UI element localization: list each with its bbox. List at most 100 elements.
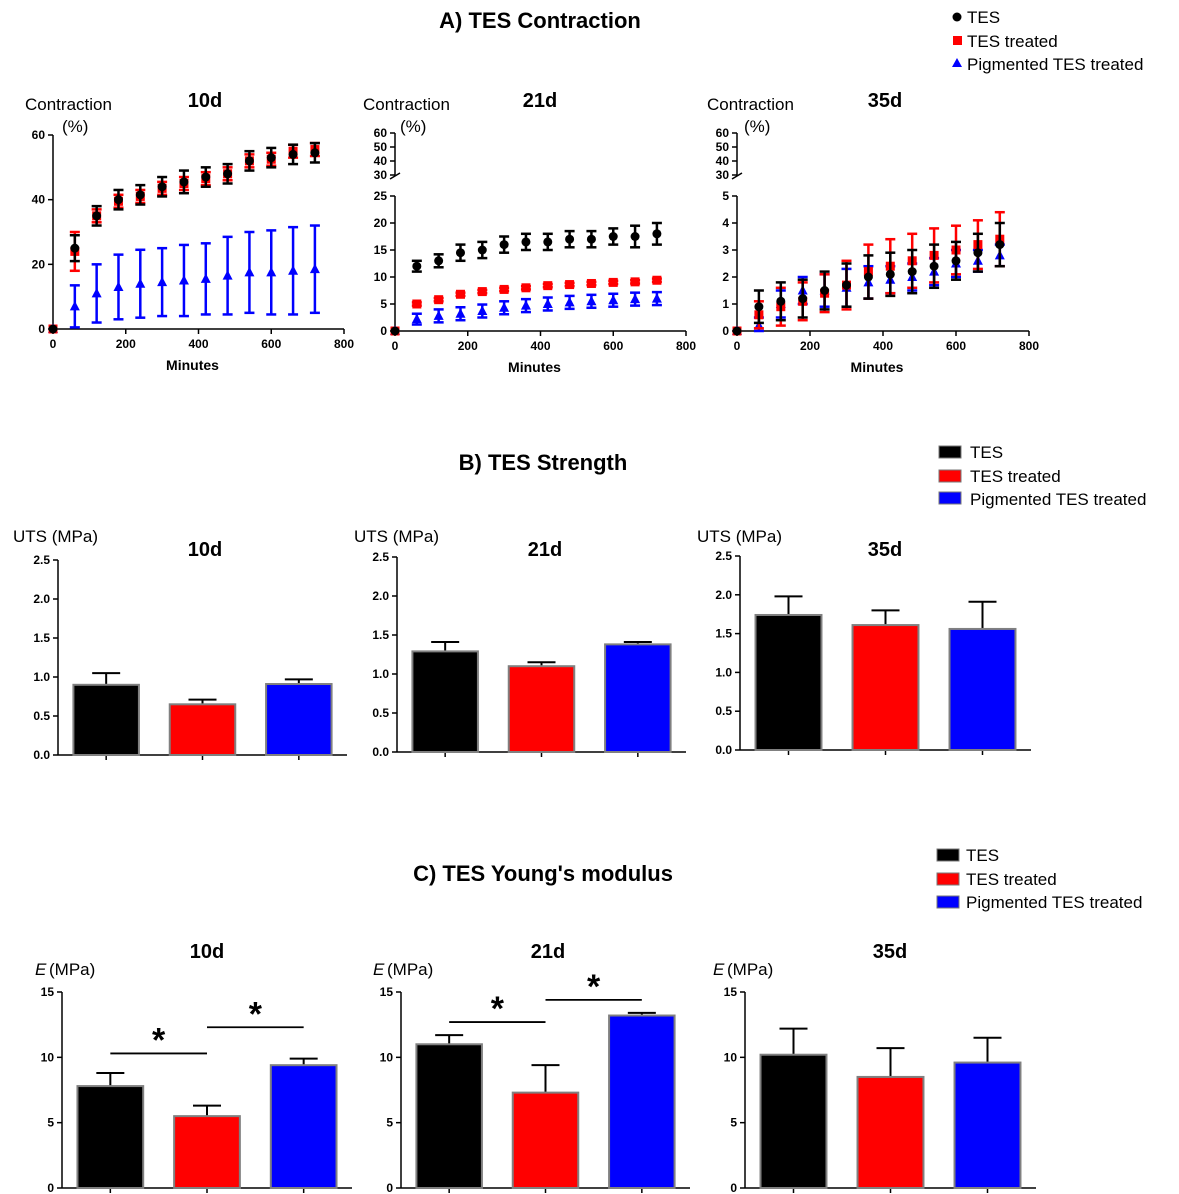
legend-label-pigmented: Pigmented TES treated (970, 490, 1146, 509)
significance-star: * (491, 990, 505, 1028)
data-point (412, 261, 422, 271)
x-tick-label: 600 (261, 337, 281, 351)
series-tes (48, 141, 320, 334)
y-tick-label: 0.0 (33, 748, 50, 762)
y-tick-label: 0.0 (372, 745, 389, 759)
legend-label-tes-treated: TES treated (970, 467, 1061, 486)
x-tick-label: 0 (392, 339, 399, 353)
y-axis-label: E (373, 960, 385, 979)
y-axis-label: Contraction (707, 95, 794, 114)
data-point (455, 248, 465, 258)
data-point (630, 232, 640, 241)
panel-title: 10d (190, 941, 224, 963)
data-point (113, 195, 123, 205)
bar-pigmented-tes-treated (608, 1014, 676, 1190)
y-tick-label: 0 (38, 322, 45, 336)
legend-marker-pigmented-triangle (952, 58, 962, 67)
chart-modulus-35d: 35d E (MPa) 0 5 10 15 (713, 941, 1036, 1194)
bar-tes (72, 683, 140, 756)
data-point (907, 267, 917, 277)
data-point (411, 313, 422, 324)
data-point (586, 234, 596, 244)
legend-marker-tes-circle (952, 12, 962, 22)
data-point (651, 293, 662, 303)
x-tick-label: 0 (734, 339, 741, 353)
y-tick-label: 15 (724, 985, 738, 999)
y-tick-label: 40 (374, 154, 388, 168)
y-tick-label: 1.0 (372, 667, 389, 681)
y-tick-label: 5 (386, 1116, 393, 1130)
section-title-contraction: A) TES Contraction (439, 8, 641, 33)
data-point (863, 272, 873, 282)
data-point (455, 308, 466, 318)
data-point (48, 324, 58, 334)
y-tick-label: 1.0 (715, 665, 732, 679)
data-point (929, 261, 939, 271)
bar-tes-treated (851, 624, 920, 752)
legend-label-pigmented: Pigmented TES treated (967, 55, 1143, 74)
y-tick-label: 10 (374, 270, 388, 284)
significance-star: * (249, 995, 263, 1033)
axis-break-mark (731, 172, 743, 180)
y-tick-label: 4 (722, 216, 729, 230)
data-point (309, 263, 320, 274)
data-point (586, 278, 596, 288)
data-point (652, 275, 662, 285)
x-tick-label: 800 (334, 337, 354, 351)
y-tick-label: 2 (722, 270, 729, 284)
y-tick-label: 0.5 (715, 704, 732, 718)
y-tick-label: 1 (722, 297, 729, 311)
data-point (798, 294, 808, 304)
data-point (244, 266, 255, 277)
panel-title: 10d (188, 539, 222, 561)
data-point (608, 232, 618, 241)
panel-title: 21d (523, 90, 557, 112)
bar-tes-treated (173, 1115, 241, 1189)
bar-tes-treated (168, 703, 237, 756)
bar-tes-treated (507, 665, 576, 754)
bar-pigmented-tes-treated (269, 1064, 338, 1190)
bar-tes (76, 1085, 145, 1189)
legend-label-pigmented: Pigmented TES treated (966, 893, 1142, 912)
y-tick-label: 0 (386, 1181, 393, 1194)
section-title-strength: B) TES Strength (459, 450, 628, 475)
data-point (543, 281, 553, 291)
x-tick-label: 400 (873, 339, 893, 353)
significance-star: * (152, 1021, 166, 1059)
section-title-modulus: C) TES Young's modulus (413, 861, 673, 886)
legend-strength: TES TES treated Pigmented TES treated (938, 443, 1146, 509)
data-point (434, 256, 444, 266)
legend-swatch-pigmented (936, 895, 960, 909)
data-point (565, 280, 575, 290)
y-tick-label: 50 (374, 140, 388, 154)
y-axis-label: UTS (MPa) (697, 527, 782, 546)
data-point (288, 149, 298, 159)
x-tick-label: 600 (946, 339, 966, 353)
chart-modulus-10d: 10d E (MPa) 0 5 10 15 * * (35, 941, 352, 1194)
data-point (520, 300, 531, 310)
x-tick-label: 400 (530, 339, 550, 353)
data-point (820, 286, 830, 295)
x-tick-label: 0 (50, 337, 57, 351)
bar-tes (754, 613, 823, 752)
y-tick-label: 0 (47, 1181, 54, 1194)
data-point (630, 277, 640, 287)
panel-title: 35d (868, 539, 902, 561)
y-axis-unit: (%) (744, 117, 770, 136)
data-point (477, 305, 488, 316)
y-axis-label: E (35, 960, 47, 979)
y-tick-label: 20 (374, 216, 388, 230)
data-point (157, 182, 167, 192)
data-point (842, 280, 851, 290)
y-tick-label: 50 (716, 140, 730, 154)
panel-title: 10d (188, 90, 222, 112)
x-tick-label: 200 (116, 337, 136, 351)
data-point (412, 299, 422, 309)
y-tick-label: 1.0 (33, 670, 50, 684)
legend-label-tes: TES (967, 8, 1000, 27)
data-point (434, 295, 444, 305)
y-axis-unit: (MPa) (727, 960, 773, 979)
panel-title: 21d (528, 539, 562, 561)
y-tick-label: 15 (41, 985, 55, 999)
